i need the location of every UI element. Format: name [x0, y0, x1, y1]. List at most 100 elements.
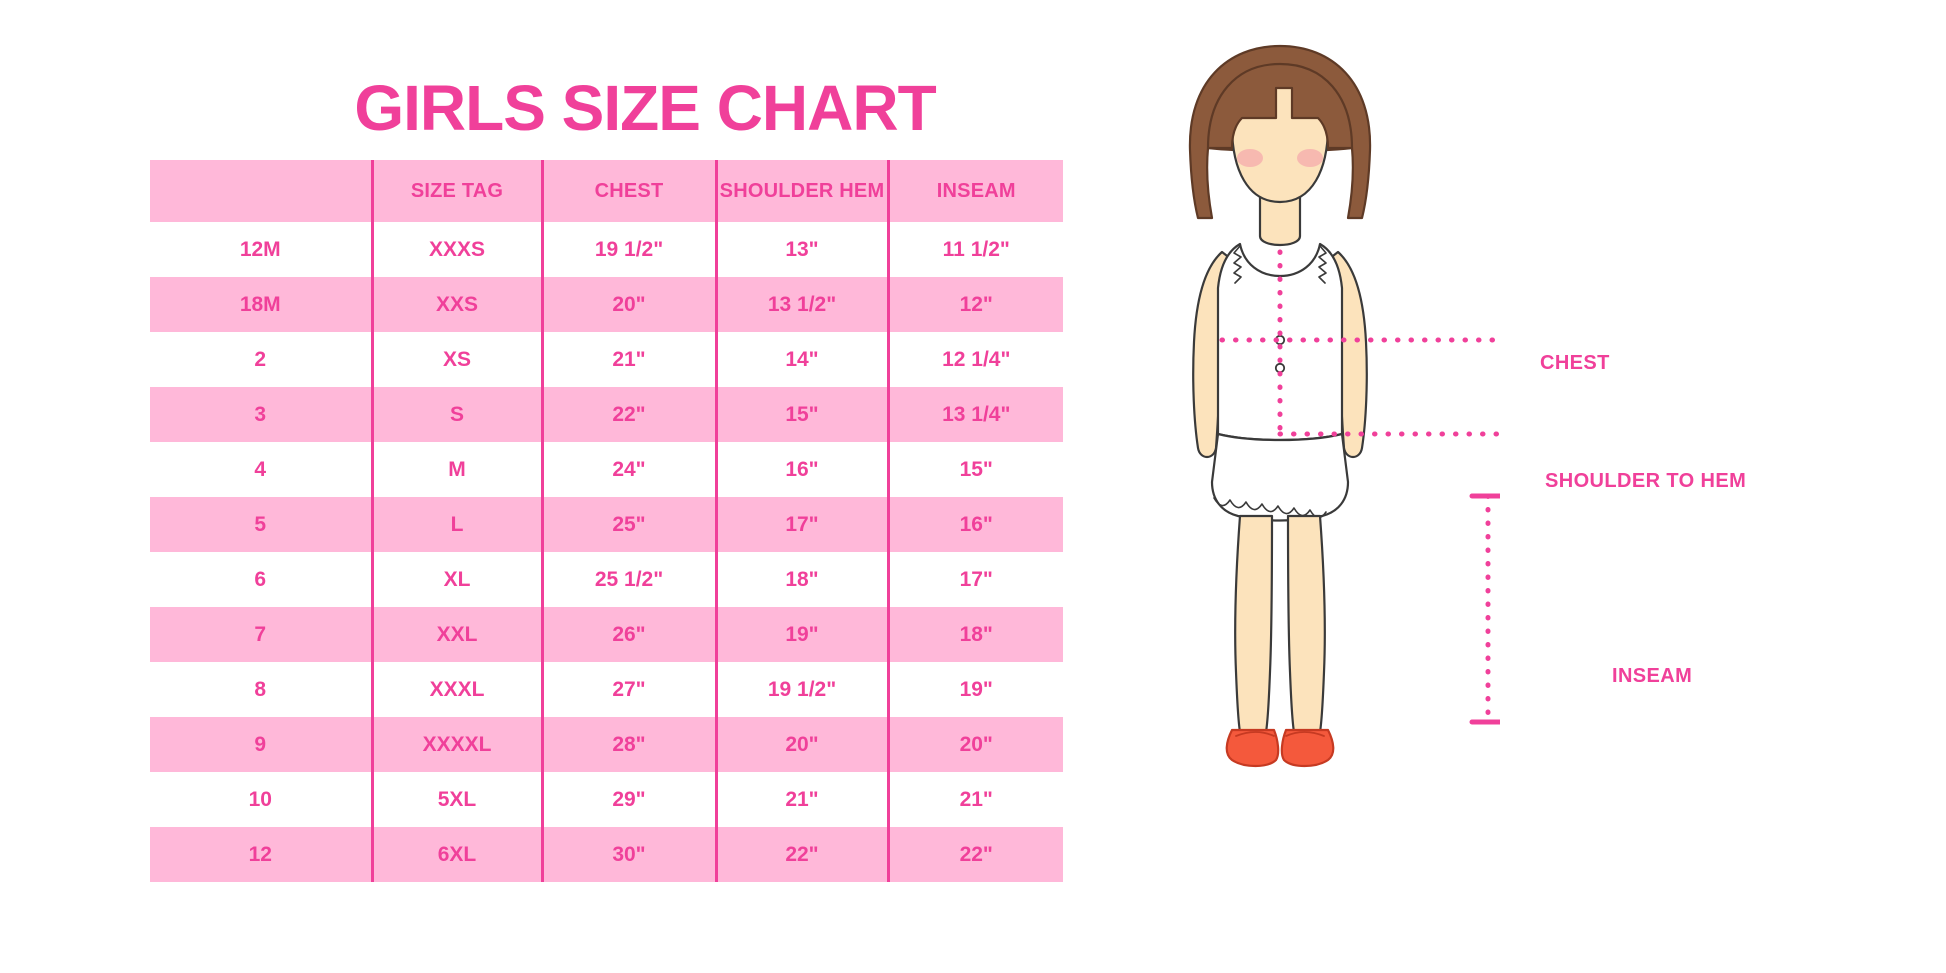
cell-inseam: 20" [886, 717, 1063, 772]
skirt [1210, 432, 1350, 522]
table-row: 10 5XL 29" 21" 21" [150, 772, 1063, 827]
cell-chest: 21" [540, 332, 716, 387]
cell-inseam: 11 1/2" [886, 222, 1063, 277]
cell-size: 6 [254, 567, 267, 591]
cell-size-tag: XXS [370, 277, 542, 332]
leg-right [1286, 514, 1326, 734]
cell-size: 2 [254, 347, 267, 371]
cell-size: 12 [248, 842, 272, 866]
cell-size: 7 [254, 622, 267, 646]
ruffle-left [1233, 245, 1242, 284]
table-row: 5 L 25" 17" 16" [150, 497, 1063, 552]
label-chest: CHEST [1540, 352, 1610, 374]
cell-shoulder-hem: 21" [714, 772, 888, 827]
button-lower [1274, 362, 1286, 374]
size-chart-table: SIZE TAG CHEST SHOULDER HEM INSEAM 12M X… [150, 160, 1063, 882]
table-row: 3 S 22" 15" 13 1/4" [150, 387, 1063, 442]
label-shoulder-to-hem: SHOULDER TO HEM [1545, 470, 1747, 492]
table-row: 2 XS 21" 14" 12 1/4" [150, 332, 1063, 387]
table-row: 6 XL 25 1/2" 18" 17" [150, 552, 1063, 607]
shoe-strap-right [1285, 731, 1325, 737]
table-row: 12 6XL 30" 22" 22" [150, 827, 1063, 882]
cell-inseam: 16" [886, 497, 1063, 552]
column-header-inseam: INSEAM [886, 160, 1063, 222]
skirt-hem-scallop [1213, 497, 1327, 519]
table-row: 8 XXXL 27" 19 1/2" 19" [150, 662, 1063, 717]
cell-size-tag: 5XL [370, 772, 542, 827]
cell-size: 4 [254, 457, 267, 481]
cell-size: 8 [254, 677, 267, 701]
table-row: 4 M 24" 16" 15" [150, 442, 1063, 497]
cell-inseam: 13 1/4" [886, 387, 1063, 442]
cell-shoulder-hem: 22" [714, 827, 888, 882]
table-row: 7 XXL 26" 19" 18" [150, 607, 1063, 662]
cell-size-tag: XXXXL [370, 717, 542, 772]
cell-chest: 28" [540, 717, 716, 772]
cell-chest: 27" [540, 662, 716, 717]
cell-inseam: 12" [886, 277, 1063, 332]
cell-shoulder-hem: 19" [714, 607, 888, 662]
cell-size-tag: XS [370, 332, 542, 387]
cell-size: 5 [254, 512, 267, 536]
cell-chest: 22" [540, 387, 716, 442]
cell-size: 10 [248, 787, 272, 811]
cell-size: 18M [239, 292, 281, 316]
cell-chest: 24" [540, 442, 716, 497]
leg-left [1234, 514, 1274, 734]
cell-shoulder-hem: 17" [714, 497, 888, 552]
table-header: SIZE TAG CHEST SHOULDER HEM INSEAM [150, 160, 1063, 222]
table-row: 12M XXXS 19 1/2" 13" 11 1/2" [150, 222, 1063, 277]
cell-chest: 26" [540, 607, 716, 662]
cell-chest: 29" [540, 772, 716, 827]
cell-size-tag: XXXL [370, 662, 542, 717]
hair-fringe [1206, 62, 1354, 150]
cell-chest: 25 1/2" [540, 552, 716, 607]
shoe-strap-left [1235, 731, 1275, 737]
cell-shoulder-hem: 14" [714, 332, 888, 387]
table-header-row: SIZE TAG CHEST SHOULDER HEM INSEAM [150, 160, 1063, 222]
cheek-left [1237, 149, 1263, 167]
cell-size-tag: XXL [370, 607, 542, 662]
cell-shoulder-hem: 16" [714, 442, 888, 497]
cell-inseam: 22" [886, 827, 1063, 882]
cell-size-tag: XXXS [370, 222, 542, 277]
column-header-size-tag: SIZE TAG [370, 160, 542, 222]
table-body: 12M XXXS 19 1/2" 13" 11 1/2" 18M XXS 20"… [150, 222, 1063, 882]
cell-size-tag: M [370, 442, 542, 497]
cell-size-tag: L [370, 497, 542, 552]
cell-inseam: 17" [886, 552, 1063, 607]
cell-shoulder-hem: 20" [714, 717, 888, 772]
column-header-shoulder-hem: SHOULDER HEM [714, 160, 888, 222]
table-row: 9 XXXXL 28" 20" 20" [150, 717, 1063, 772]
cell-shoulder-hem: 19 1/2" [714, 662, 888, 717]
cheek-right [1297, 149, 1323, 167]
cell-chest: 19 1/2" [540, 222, 716, 277]
cell-size: 9 [254, 732, 267, 756]
cell-inseam: 19" [886, 662, 1063, 717]
cell-size: 3 [254, 402, 267, 426]
column-header-size [150, 160, 372, 222]
cell-chest: 30" [540, 827, 716, 882]
shoe-left [1225, 728, 1280, 768]
cell-size-tag: XL [370, 552, 542, 607]
cell-shoulder-hem: 15" [714, 387, 888, 442]
cell-chest: 20" [540, 277, 716, 332]
cell-shoulder-hem: 13 1/2" [714, 277, 888, 332]
cell-inseam: 15" [886, 442, 1063, 497]
cell-size: 12M [239, 237, 281, 261]
girl-figure-illustration [1080, 30, 1500, 770]
ruffle-right [1318, 245, 1327, 284]
page-title: GIRLS SIZE CHART [354, 71, 936, 144]
cell-shoulder-hem: 18" [714, 552, 888, 607]
column-header-chest: CHEST [540, 160, 716, 222]
table-row: 18M XXS 20" 13 1/2" 12" [150, 277, 1063, 332]
cell-chest: 25" [540, 497, 716, 552]
cell-size-tag: S [370, 387, 542, 442]
cell-size-tag: 6XL [370, 827, 542, 882]
shoe-right [1280, 728, 1335, 768]
cell-inseam: 21" [886, 772, 1063, 827]
cell-inseam: 12 1/4" [886, 332, 1063, 387]
cell-inseam: 18" [886, 607, 1063, 662]
cell-shoulder-hem: 13" [714, 222, 888, 277]
